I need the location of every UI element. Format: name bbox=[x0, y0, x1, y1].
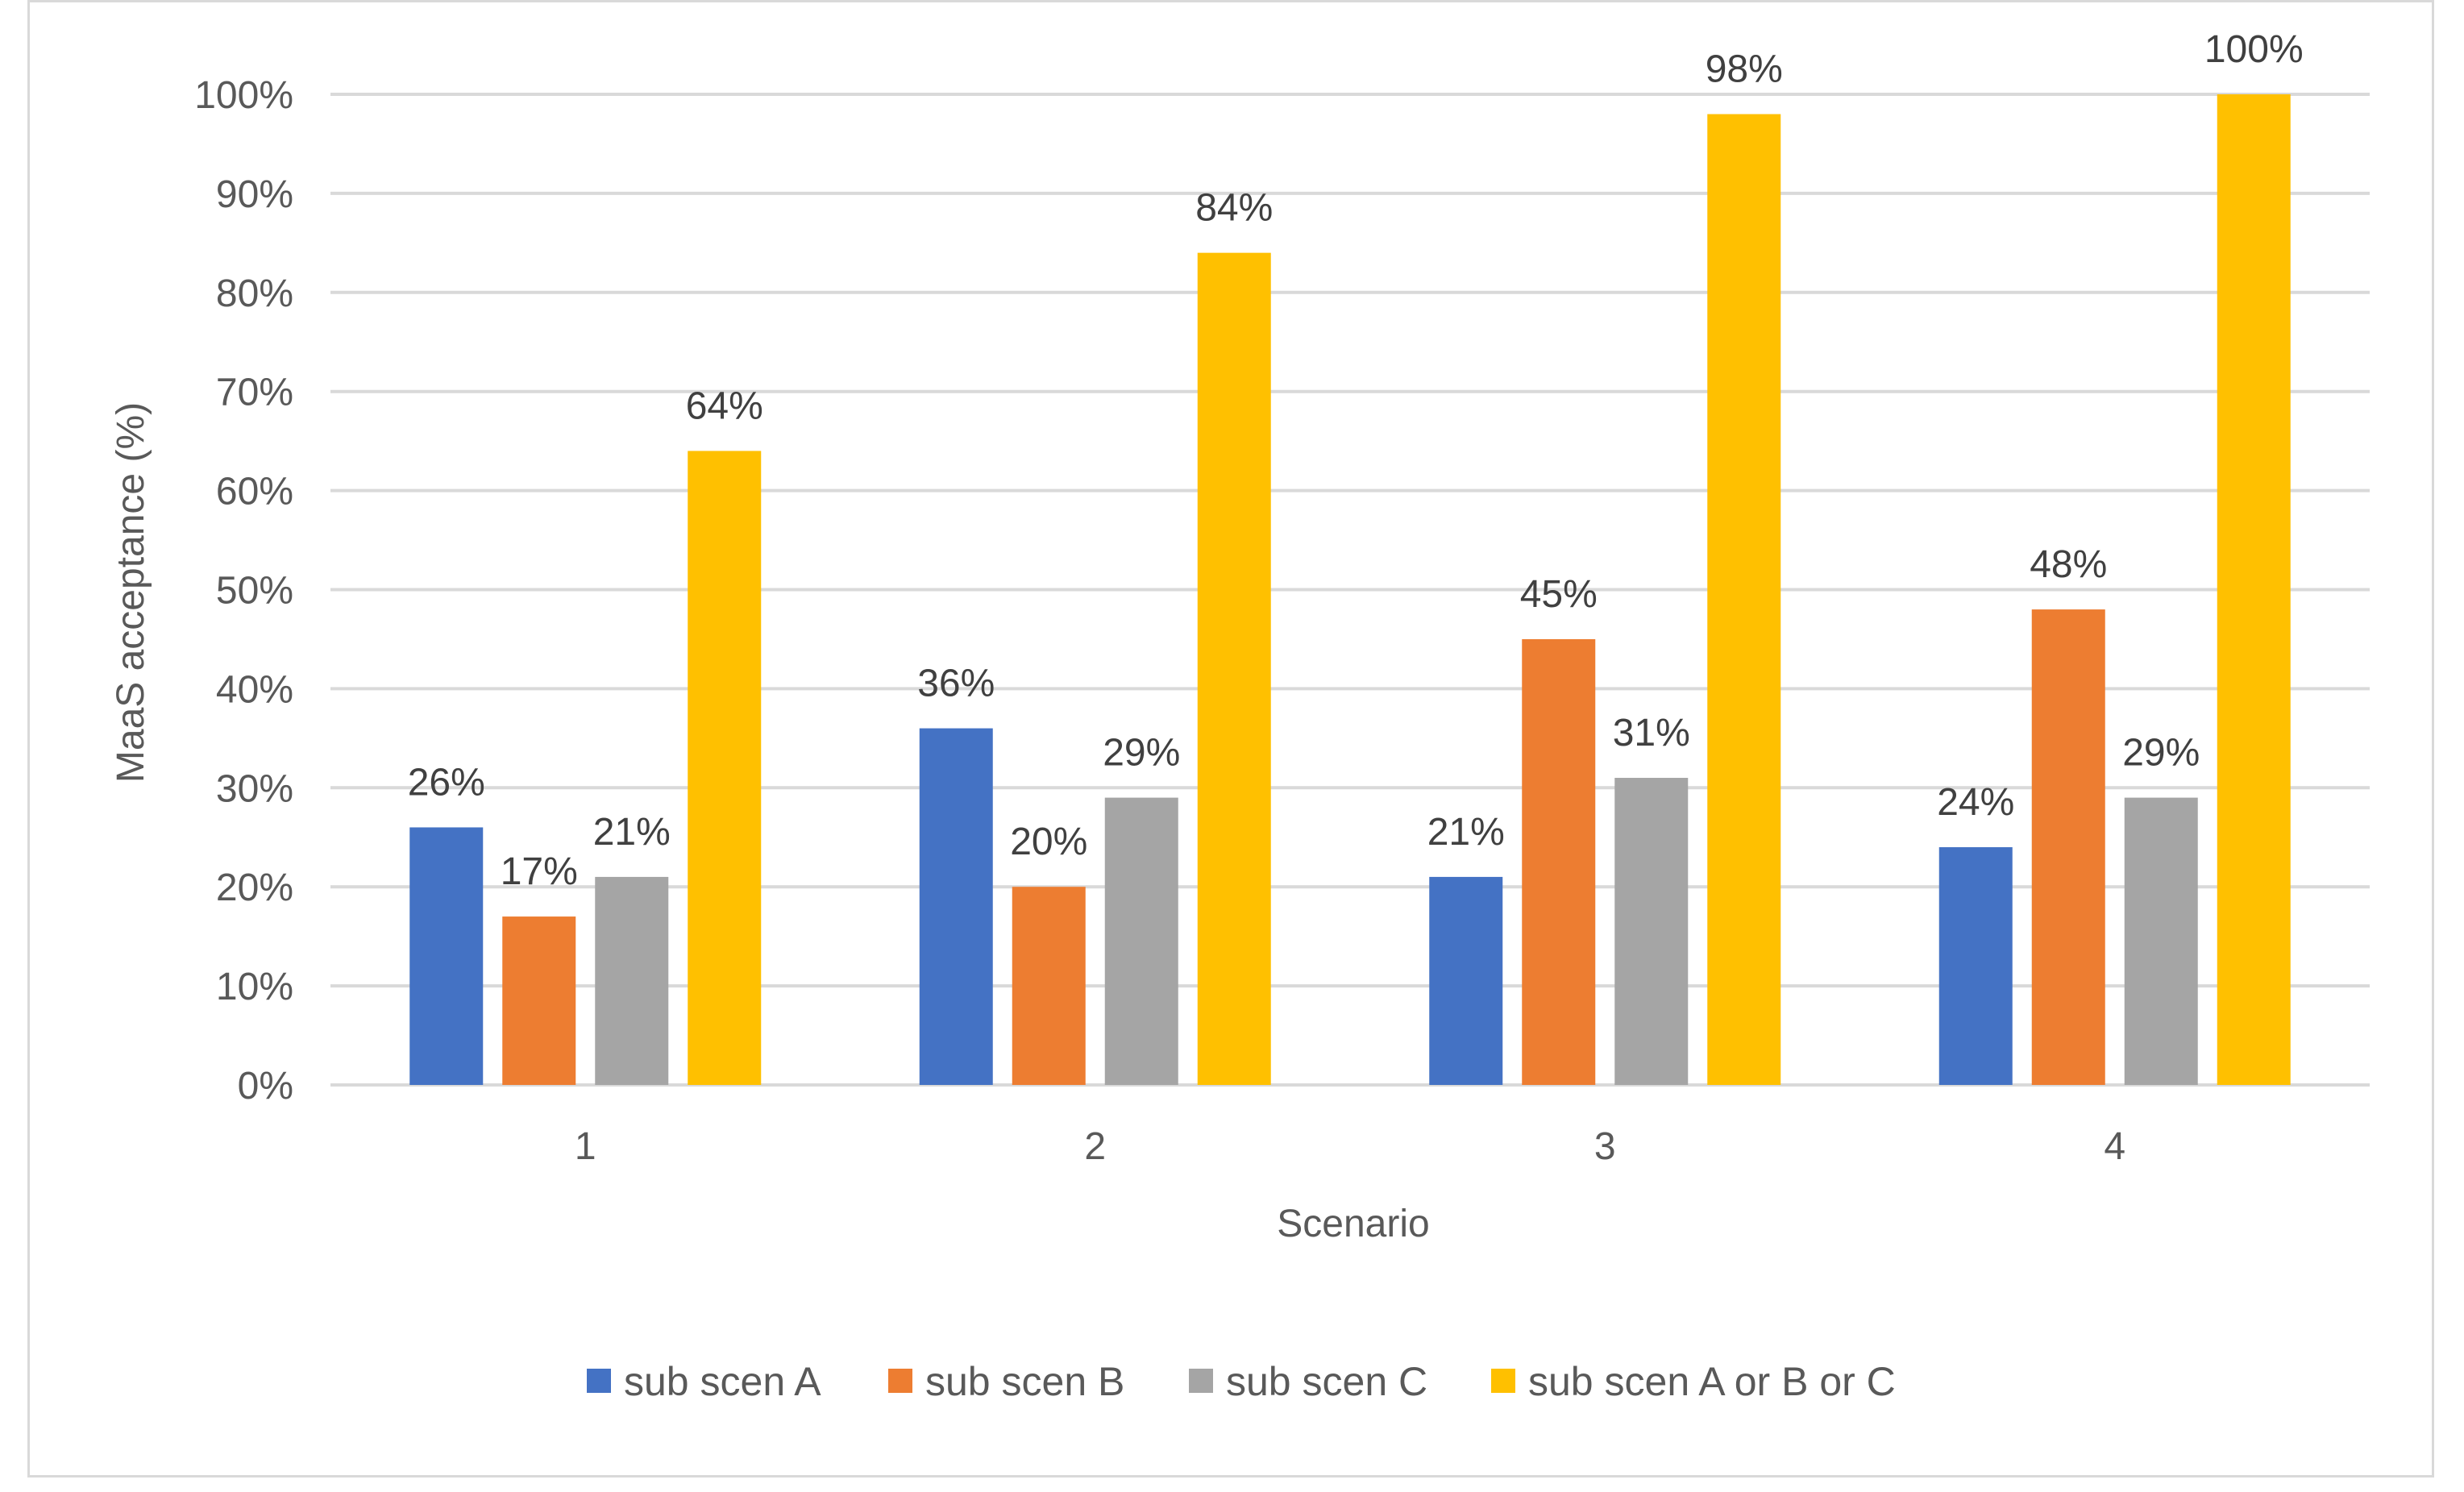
data-labels: 26% 17% 21% 64% 36% 20% 29% 84% 21% 45% 31% 98% 24% 4… bbox=[408, 28, 2304, 893]
bar bbox=[1197, 252, 1271, 1085]
x-tick-label: 4 bbox=[2104, 1125, 2125, 1168]
data-label: 64% bbox=[686, 384, 763, 427]
bar bbox=[1938, 847, 2013, 1085]
x-tick-label: 2 bbox=[1084, 1125, 1106, 1168]
data-label: 100% bbox=[2204, 28, 2304, 71]
data-label: 45% bbox=[1520, 573, 1598, 616]
bar bbox=[2217, 94, 2291, 1085]
bar bbox=[2031, 609, 2105, 1085]
data-label: 29% bbox=[2122, 732, 2200, 775]
legend-label: sub scen A bbox=[624, 1359, 821, 1404]
data-label: 20% bbox=[1010, 821, 1087, 863]
gridlines bbox=[330, 93, 2370, 1087]
bars bbox=[409, 94, 2291, 1086]
bar bbox=[502, 916, 576, 1085]
data-label: 21% bbox=[1427, 811, 1505, 854]
legend-label: sub scen B bbox=[925, 1359, 1124, 1404]
data-label: 48% bbox=[2030, 543, 2107, 586]
legend-swatch bbox=[1189, 1369, 1213, 1393]
data-label: 21% bbox=[593, 811, 671, 854]
y-tick-label: 70% bbox=[216, 372, 293, 414]
y-tick-label: 50% bbox=[216, 570, 293, 613]
legend-swatch bbox=[587, 1369, 611, 1393]
legend-swatch bbox=[1491, 1369, 1515, 1393]
bar bbox=[1707, 114, 1781, 1086]
y-tick-label: 40% bbox=[216, 668, 293, 711]
bar bbox=[1429, 876, 1503, 1085]
legend-item: sub scen B bbox=[888, 1359, 1124, 1404]
bar bbox=[409, 827, 484, 1085]
y-tick-label: 80% bbox=[216, 272, 293, 315]
bar bbox=[1012, 887, 1086, 1085]
y-tick-label: 60% bbox=[216, 471, 293, 513]
legend-label: sub scen A or B or C bbox=[1528, 1359, 1896, 1404]
legend-swatch bbox=[888, 1369, 912, 1393]
y-tick-label: 20% bbox=[216, 867, 293, 909]
x-axis-ticks: 1 2 3 4 bbox=[575, 1125, 2125, 1168]
legend-item: sub scen C bbox=[1189, 1359, 1427, 1404]
data-label: 31% bbox=[1613, 712, 1690, 754]
bar bbox=[2124, 797, 2198, 1085]
y-tick-label: 30% bbox=[216, 767, 293, 810]
y-axis-ticks: 0% 10% 20% 30% 40% 50% 60% 70% 80% 90% 100% bbox=[194, 74, 293, 1108]
data-label: 17% bbox=[501, 850, 578, 893]
y-axis-title: MaaS acceptance (%) bbox=[110, 402, 152, 783]
data-label: 26% bbox=[408, 761, 485, 804]
y-tick-label: 90% bbox=[216, 173, 293, 216]
x-axis-title: Scenario bbox=[1277, 1203, 1429, 1245]
bar bbox=[688, 451, 762, 1085]
y-tick-label: 100% bbox=[194, 74, 293, 117]
data-label: 84% bbox=[1195, 187, 1273, 230]
bar bbox=[1522, 638, 1596, 1085]
x-tick-label: 1 bbox=[575, 1125, 596, 1168]
x-tick-label: 3 bbox=[1594, 1125, 1616, 1168]
bar bbox=[1614, 778, 1689, 1085]
data-label: 36% bbox=[917, 663, 995, 705]
bar bbox=[1104, 797, 1178, 1085]
y-tick-label: 0% bbox=[238, 1065, 293, 1108]
data-label: 24% bbox=[1937, 781, 2014, 824]
legend: sub scen A sub scen B sub scen C sub scen A… bbox=[587, 1359, 1896, 1404]
legend-item: sub scen A or B or C bbox=[1491, 1359, 1896, 1404]
data-label: 29% bbox=[1103, 732, 1180, 775]
data-label: 98% bbox=[1706, 48, 1783, 91]
bar bbox=[919, 728, 993, 1085]
legend-label: sub scen C bbox=[1226, 1359, 1427, 1404]
y-tick-label: 10% bbox=[216, 966, 293, 1008]
bar bbox=[595, 876, 669, 1085]
legend-item: sub scen A bbox=[587, 1359, 821, 1404]
